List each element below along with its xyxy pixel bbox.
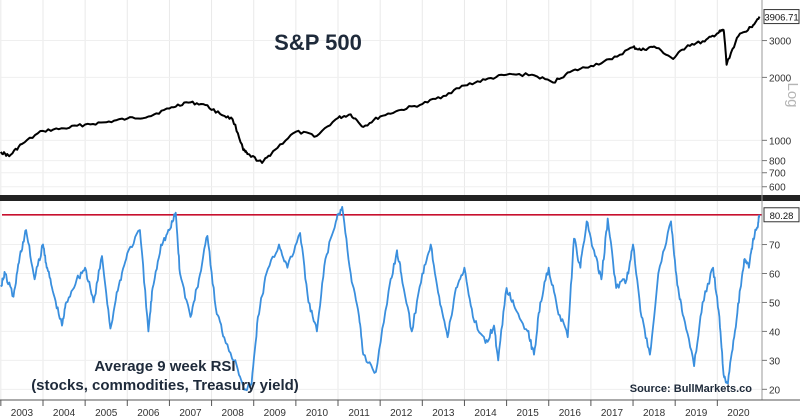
- sp500-title: S&P 500: [274, 30, 362, 55]
- x-tick-label: 2011: [348, 408, 370, 419]
- rsi-y-tick-label: 50: [769, 298, 781, 309]
- panel-divider: [0, 195, 800, 201]
- x-tick-label: 2008: [222, 408, 245, 419]
- rsi-y-tick-label: 30: [769, 356, 781, 367]
- sp500-last-value-text: 3906.71: [764, 13, 798, 24]
- rsi-y-tick-label: 20: [769, 385, 781, 396]
- source-label: Source: BullMarkets.co: [630, 383, 753, 395]
- rsi-last-value-text: 80.28: [770, 211, 794, 222]
- sp500-y-tick-label: 2000: [769, 73, 792, 84]
- x-tick-label: 2015: [517, 408, 540, 419]
- rsi-y-tick-label: 70: [769, 241, 781, 252]
- sp500-panel-frame: [0, 0, 762, 195]
- sp500-last-value-box: [763, 9, 800, 25]
- series-layer: [0, 16, 762, 392]
- x-tick-label: 2018: [643, 408, 666, 419]
- sp500-line: [0, 16, 761, 164]
- x-tick-label: 2020: [727, 408, 750, 419]
- x-tick-label: 2017: [601, 408, 624, 419]
- x-tick-label: 2014: [474, 408, 497, 419]
- sp500-y-tick-label: 600: [769, 183, 786, 194]
- rsi-last-value-box: [763, 207, 800, 223]
- axis-layer: 2003 2004 2005 2006 2007 2008 2009 2010 2011 2012…: [0, 9, 800, 419]
- log-scale-label: Log: [784, 82, 800, 107]
- rsi-y-tick-label: 60: [769, 269, 781, 280]
- x-tick-label: 2009: [264, 408, 287, 419]
- x-tick-label: 2010: [306, 408, 329, 419]
- rsi-line: [0, 205, 761, 392]
- sp500-y-tick-label: 3000: [769, 37, 792, 48]
- x-tick-label: 2004: [53, 408, 76, 419]
- x-tick-label: 2012: [390, 408, 413, 419]
- x-tick-label: 2019: [685, 408, 708, 419]
- sp500-y-tick-label: 800: [769, 157, 786, 168]
- x-tick-label: 2003: [11, 408, 34, 419]
- sp500-y-tick-label: 1000: [769, 136, 792, 147]
- rsi-y-tick-label: 40: [769, 327, 781, 338]
- x-tick-label: 2006: [137, 408, 160, 419]
- x-tick-label: 2016: [559, 408, 582, 419]
- x-tick-label: 2005: [95, 408, 118, 419]
- x-tick-label: 2007: [179, 408, 202, 419]
- rsi-subtitle: (stocks, commodities, Treasury yield): [31, 377, 299, 394]
- sp500-y-tick-label: 700: [769, 169, 786, 180]
- x-tick-label: 2013: [432, 408, 455, 419]
- rsi-title: Average 9 week RSI: [94, 358, 235, 375]
